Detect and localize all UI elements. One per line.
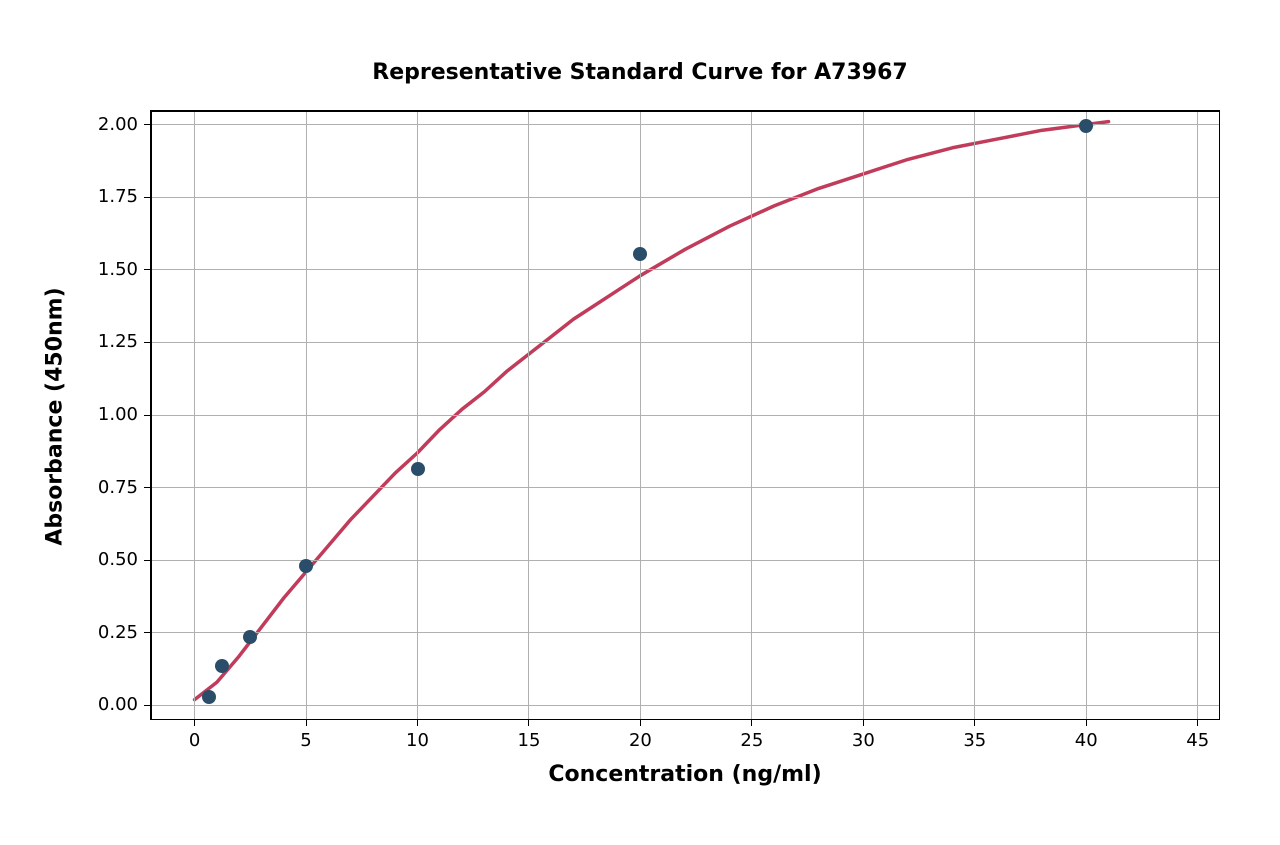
y-tick-mark bbox=[144, 342, 150, 343]
x-tick-mark bbox=[974, 720, 975, 726]
x-tick-mark bbox=[751, 720, 752, 726]
grid-line-horizontal bbox=[150, 269, 1220, 270]
y-tick-label: 0.75 bbox=[98, 477, 138, 498]
data-point bbox=[243, 630, 257, 644]
x-axis-label: Concentration (ng/ml) bbox=[150, 762, 1220, 787]
x-tick-label: 30 bbox=[843, 730, 883, 751]
y-tick-label: 1.25 bbox=[98, 331, 138, 352]
y-tick-label: 0.50 bbox=[98, 549, 138, 570]
y-axis-label: Absorbance (450nm) bbox=[43, 112, 68, 722]
x-tick-label: 10 bbox=[398, 730, 438, 751]
x-tick-label: 45 bbox=[1178, 730, 1218, 751]
y-tick-label: 0.00 bbox=[98, 694, 138, 715]
y-tick-label: 1.00 bbox=[98, 404, 138, 425]
data-point bbox=[1079, 119, 1093, 133]
chart-title: Representative Standard Curve for A73967 bbox=[0, 60, 1280, 85]
x-tick-label: 25 bbox=[732, 730, 772, 751]
grid-line-horizontal bbox=[150, 342, 1220, 343]
y-tick-label: 1.50 bbox=[98, 259, 138, 280]
grid-line-horizontal bbox=[150, 487, 1220, 488]
x-tick-label: 20 bbox=[620, 730, 660, 751]
x-tick-mark bbox=[528, 720, 529, 726]
grid-line-horizontal bbox=[150, 124, 1220, 125]
y-tick-label: 1.75 bbox=[98, 186, 138, 207]
x-tick-mark bbox=[863, 720, 864, 726]
data-point bbox=[633, 247, 647, 261]
x-tick-mark bbox=[306, 720, 307, 726]
y-tick-mark bbox=[144, 415, 150, 416]
chart-container: Representative Standard Curve for A73967… bbox=[0, 0, 1280, 845]
data-point bbox=[215, 659, 229, 673]
y-tick-mark bbox=[144, 632, 150, 633]
data-point bbox=[411, 462, 425, 476]
axis-spine bbox=[150, 110, 152, 720]
grid-line-horizontal bbox=[150, 415, 1220, 416]
y-tick-mark bbox=[144, 487, 150, 488]
x-tick-label: 0 bbox=[175, 730, 215, 751]
grid-line-horizontal bbox=[150, 197, 1220, 198]
y-tick-label: 0.25 bbox=[98, 622, 138, 643]
data-point bbox=[299, 559, 313, 573]
y-tick-mark bbox=[144, 269, 150, 270]
x-tick-mark bbox=[1086, 720, 1087, 726]
y-tick-label: 2.00 bbox=[98, 114, 138, 135]
x-tick-mark bbox=[417, 720, 418, 726]
x-tick-label: 35 bbox=[955, 730, 995, 751]
x-tick-label: 40 bbox=[1066, 730, 1106, 751]
y-tick-mark bbox=[144, 124, 150, 125]
grid-line-horizontal bbox=[150, 632, 1220, 633]
axis-spine bbox=[1219, 110, 1221, 720]
x-tick-label: 5 bbox=[286, 730, 326, 751]
fit-curve bbox=[195, 122, 1109, 700]
x-tick-label: 15 bbox=[509, 730, 549, 751]
y-tick-mark bbox=[144, 560, 150, 561]
x-tick-mark bbox=[194, 720, 195, 726]
y-tick-mark bbox=[144, 197, 150, 198]
axis-spine bbox=[150, 719, 1220, 721]
x-tick-mark bbox=[1197, 720, 1198, 726]
axis-spine bbox=[150, 110, 1220, 112]
y-tick-mark bbox=[144, 705, 150, 706]
grid-line-horizontal bbox=[150, 705, 1220, 706]
data-point bbox=[202, 690, 216, 704]
x-tick-mark bbox=[640, 720, 641, 726]
